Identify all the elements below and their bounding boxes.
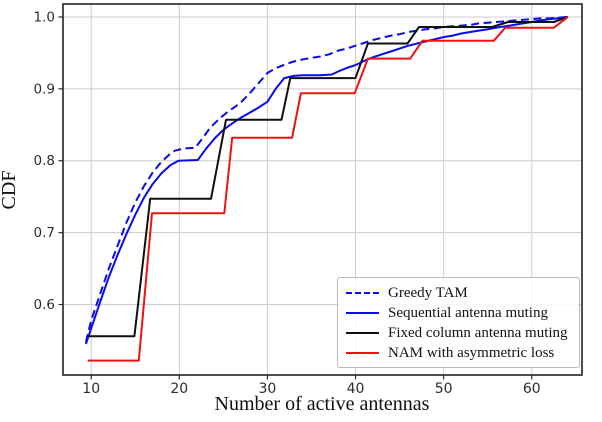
legend-line-sample-solid-blue bbox=[346, 312, 379, 314]
series-line-0 bbox=[84, 15, 568, 343]
legend-item-fixed-column: Fixed column antenna muting bbox=[346, 323, 571, 343]
x-axis-label: Number of active antennas bbox=[215, 393, 430, 415]
series-line-3 bbox=[87, 16, 569, 362]
legend-line-sample-solid-red bbox=[346, 352, 379, 354]
legend-label: Fixed column antenna muting bbox=[388, 324, 568, 341]
y-tick-label: 0.8 bbox=[34, 153, 55, 169]
x-tick-label: 60 bbox=[523, 381, 541, 397]
series-line-1 bbox=[84, 15, 569, 345]
x-tick-label: 30 bbox=[259, 381, 277, 397]
legend-item-greedy-tam: Greedy TAM bbox=[346, 283, 571, 303]
legend-label: Greedy TAM bbox=[388, 284, 468, 301]
gridlines bbox=[63, 4, 582, 375]
legend-item-nam: NAM with asymmetric loss bbox=[346, 343, 571, 363]
legend-label: Sequential antenna muting bbox=[388, 304, 548, 321]
x-tick-label: 40 bbox=[347, 381, 365, 397]
x-tick-label: 10 bbox=[82, 381, 100, 397]
y-axis-label: CDF bbox=[0, 171, 20, 210]
x-tick-label: 20 bbox=[170, 381, 188, 397]
y-tick-label: 0.9 bbox=[34, 81, 55, 97]
legend-label: NAM with asymmetric loss bbox=[388, 344, 555, 361]
series-lines bbox=[84, 15, 569, 362]
legend-line-sample-dashed bbox=[346, 292, 379, 294]
x-tick-label: 50 bbox=[435, 381, 453, 397]
legend-item-sequential: Sequential antenna muting bbox=[346, 303, 571, 323]
series-line-2 bbox=[87, 15, 569, 338]
y-tick-label: 0.6 bbox=[34, 297, 55, 313]
legend: Greedy TAM Sequential antenna muting Fix… bbox=[337, 277, 580, 368]
axis-ticks bbox=[58, 16, 533, 380]
y-tick-label: 1.0 bbox=[34, 9, 55, 25]
y-tick-label: 0.7 bbox=[34, 225, 55, 241]
plot-frame bbox=[62, 3, 583, 376]
legend-line-sample-solid-black bbox=[346, 332, 379, 334]
tick-labels: 10 20 30 40 50 60 0.6 0.7 0.8 0.9 1.0 bbox=[34, 9, 541, 397]
